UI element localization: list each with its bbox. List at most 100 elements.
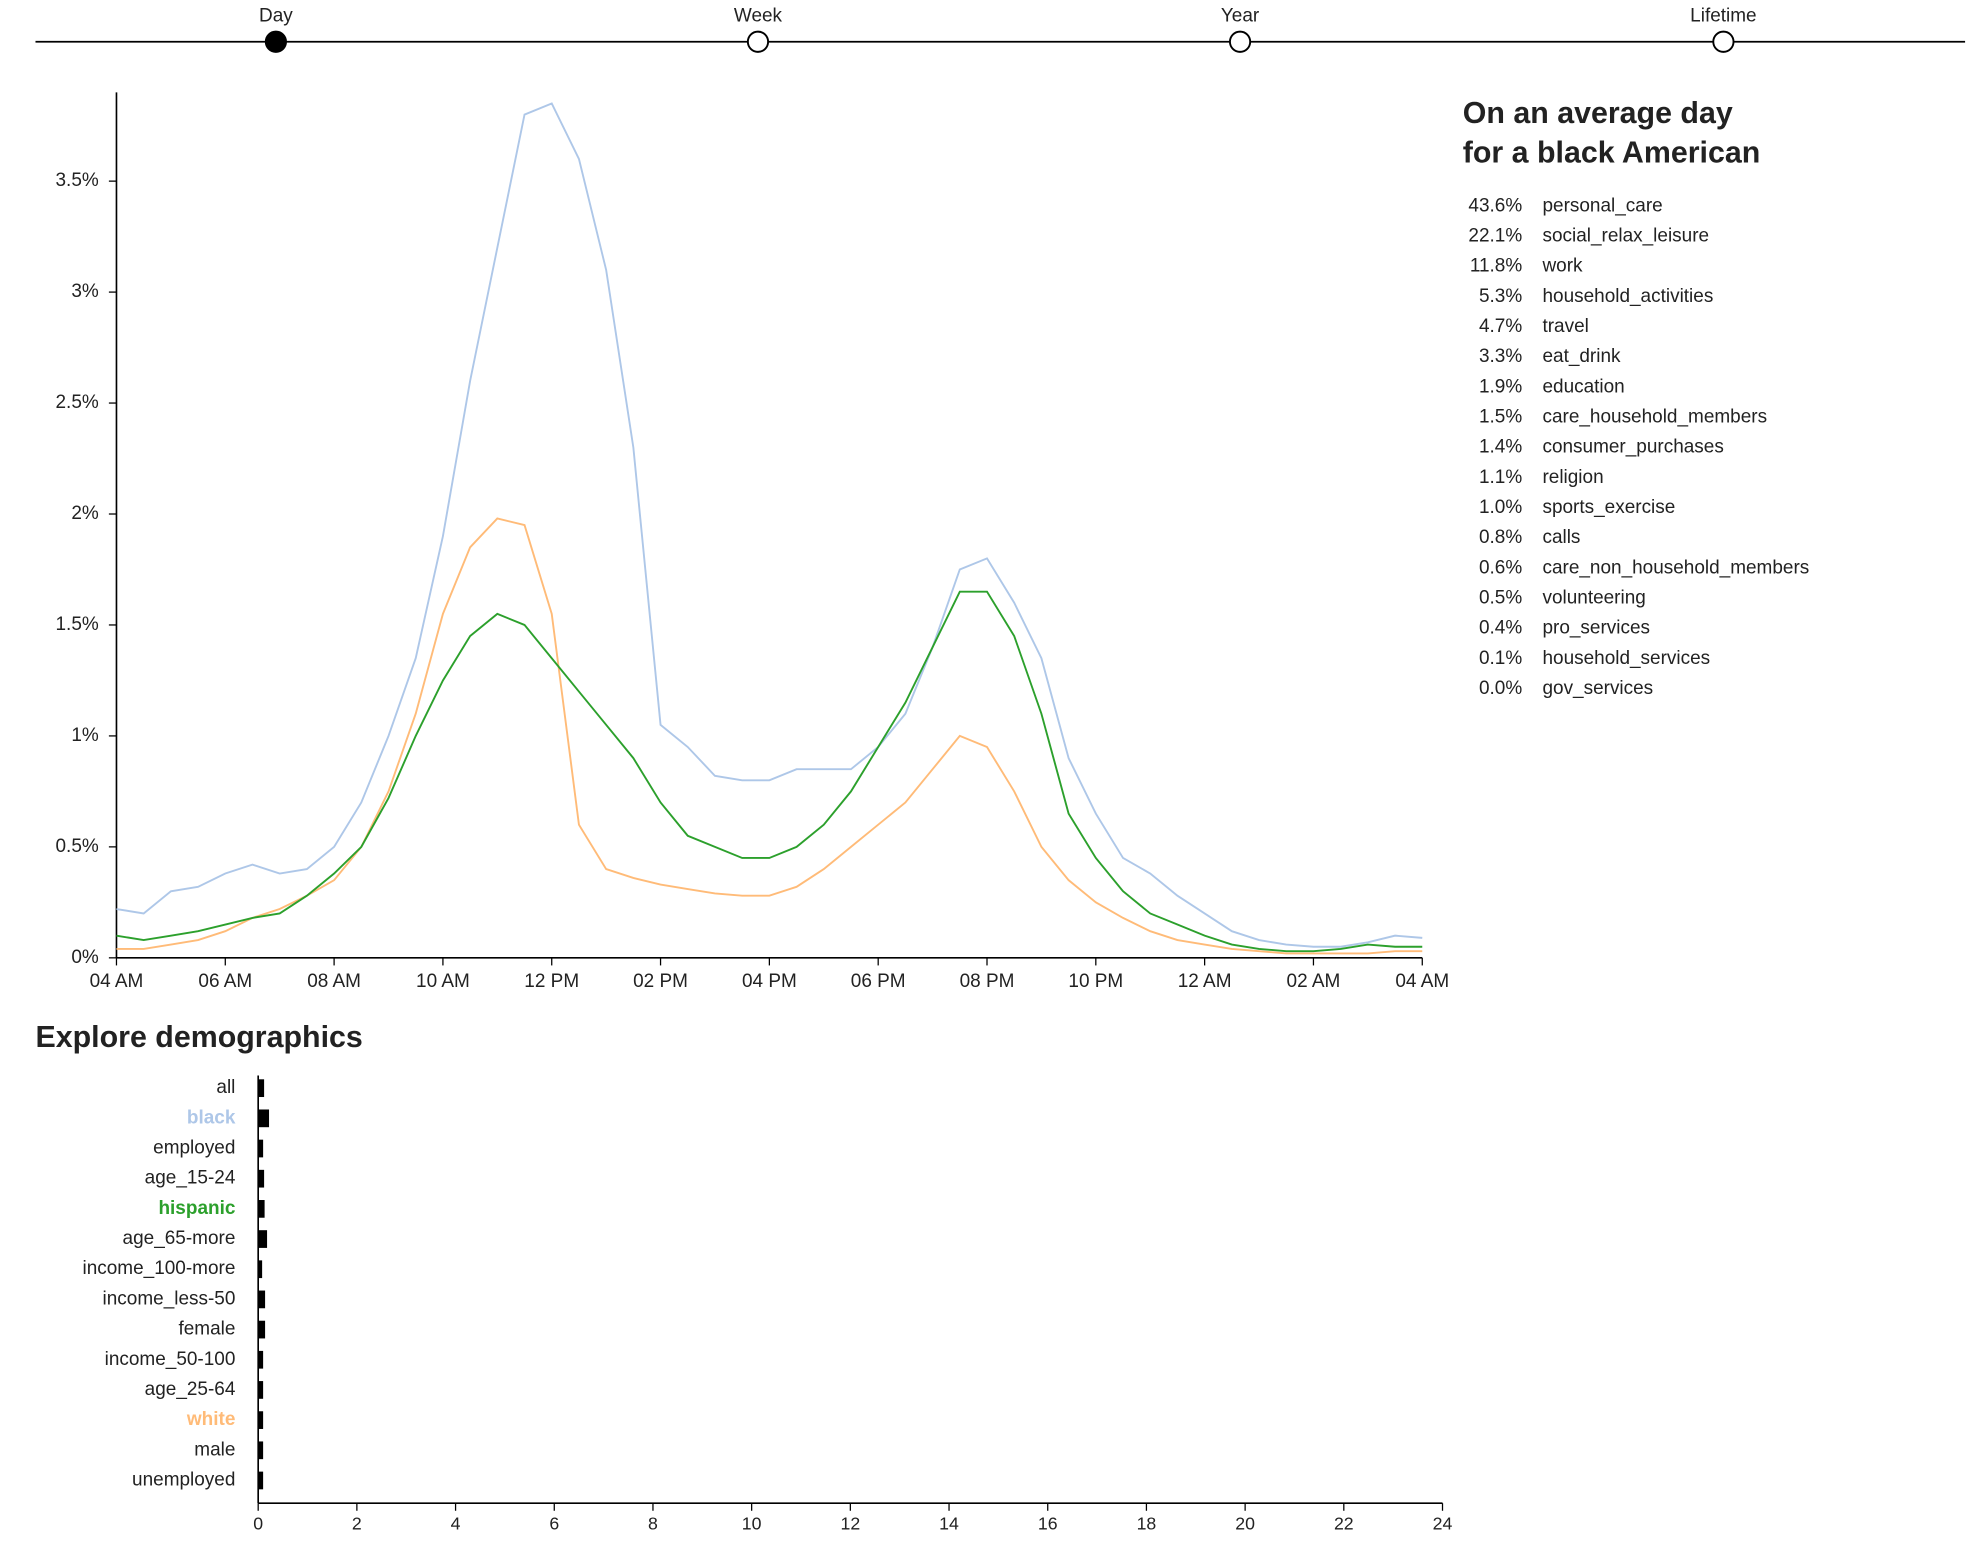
bar xyxy=(258,1320,266,1339)
slider-label[interactable]: Week xyxy=(734,5,783,26)
y-tick-label: 0.5% xyxy=(56,836,99,857)
summary-activity: household_services xyxy=(1542,648,1710,669)
y-tick-label: 0% xyxy=(71,947,99,968)
summary-percent: 11.8% xyxy=(1470,256,1523,277)
bar xyxy=(258,1381,264,1399)
summary-activity: work xyxy=(1541,256,1583,277)
summary-activity: personal_care xyxy=(1542,195,1662,216)
x-tick-label: 02 PM xyxy=(633,971,688,992)
summary-activity: care_non_household_members xyxy=(1542,557,1809,578)
summary-percent: 1.1% xyxy=(1479,467,1522,488)
bar xyxy=(258,1441,264,1460)
bar xyxy=(258,1109,270,1128)
category-label[interactable]: employed xyxy=(153,1138,235,1159)
x-tick-label: 8 xyxy=(648,1513,658,1533)
x-tick-label: 0 xyxy=(253,1513,263,1533)
bar xyxy=(258,1079,265,1098)
x-tick-label: 12 AM xyxy=(1178,971,1232,992)
slider-label[interactable]: Lifetime xyxy=(1690,5,1756,26)
summary-percent: 1.0% xyxy=(1479,497,1522,518)
summary-activity: pro_services xyxy=(1542,618,1650,639)
summary-percent: 1.4% xyxy=(1479,437,1522,458)
summary-percent: 5.3% xyxy=(1479,286,1522,307)
slider-label[interactable]: Day xyxy=(259,5,293,26)
x-tick-label: 14 xyxy=(939,1513,959,1533)
category-label[interactable]: black xyxy=(187,1107,236,1128)
category-label[interactable]: unemployed xyxy=(132,1469,235,1490)
category-label[interactable]: income_less-50 xyxy=(103,1288,236,1309)
summary-activity: travel xyxy=(1542,316,1588,337)
summary-percent: 3.3% xyxy=(1479,346,1522,367)
x-tick-label: 24 xyxy=(1433,1513,1453,1533)
x-tick-label: 4 xyxy=(451,1513,461,1533)
category-label[interactable]: income_100-more xyxy=(83,1258,236,1279)
summary-percent: 0.0% xyxy=(1479,678,1522,699)
x-tick-label: 06 AM xyxy=(198,971,252,992)
summary-activity: gov_services xyxy=(1542,678,1653,699)
summary-activity: religion xyxy=(1542,467,1603,488)
summary-activity: volunteering xyxy=(1542,588,1645,609)
series-line xyxy=(116,517,1423,955)
slider-label[interactable]: Year xyxy=(1221,5,1259,26)
summary-percent: 0.4% xyxy=(1479,618,1522,639)
summary-title: for a black American xyxy=(1463,136,1761,169)
slider-stop[interactable] xyxy=(264,30,287,53)
chart-title: Explore demographics xyxy=(35,1021,362,1054)
category-label[interactable]: male xyxy=(194,1439,235,1460)
x-tick-label: 12 xyxy=(840,1513,860,1533)
x-tick-label: 10 xyxy=(742,1513,762,1533)
y-tick-label: 3.5% xyxy=(56,170,99,191)
x-tick-label: 08 PM xyxy=(960,971,1015,992)
bar xyxy=(258,1350,264,1369)
category-label[interactable]: hispanic xyxy=(158,1198,235,1219)
summary-percent: 0.1% xyxy=(1479,648,1522,669)
x-tick-label: 6 xyxy=(549,1513,559,1533)
category-label[interactable]: age_65-more xyxy=(123,1228,236,1249)
summary-percent: 1.9% xyxy=(1479,376,1522,397)
category-label[interactable]: income_50-100 xyxy=(105,1349,236,1370)
bar xyxy=(258,1290,266,1309)
category-label[interactable]: white xyxy=(186,1409,235,1430)
category-label[interactable]: female xyxy=(178,1319,235,1340)
x-tick-label: 04 AM xyxy=(90,971,144,992)
x-tick-label: 06 PM xyxy=(851,971,906,992)
summary-percent: 1.5% xyxy=(1479,407,1522,428)
summary-activity: sports_exercise xyxy=(1542,497,1675,518)
category-label[interactable]: age_25-64 xyxy=(145,1379,236,1400)
summary-percent: 22.1% xyxy=(1468,225,1522,246)
summary-activity: eat_drink xyxy=(1542,346,1621,367)
summary-activity: calls xyxy=(1542,527,1580,548)
slider-stop[interactable] xyxy=(1228,30,1252,53)
bar xyxy=(258,1471,264,1490)
y-tick-label: 3% xyxy=(71,281,99,302)
summary-percent: 0.5% xyxy=(1479,588,1522,609)
x-tick-label: 04 AM xyxy=(1395,971,1449,992)
x-tick-label: 2 xyxy=(352,1513,362,1533)
y-tick-label: 1.5% xyxy=(56,614,99,635)
bar xyxy=(258,1169,265,1188)
bar xyxy=(258,1200,265,1218)
series-line xyxy=(116,590,1423,953)
x-tick-label: 18 xyxy=(1137,1513,1157,1533)
summary-activity: care_household_members xyxy=(1542,407,1767,428)
y-tick-label: 1% xyxy=(71,725,99,746)
x-tick-label: 22 xyxy=(1334,1513,1354,1533)
x-tick-label: 08 AM xyxy=(307,971,361,992)
x-tick-label: 16 xyxy=(1038,1513,1058,1533)
category-label[interactable]: age_15-24 xyxy=(145,1168,236,1189)
summary-title: On an average day xyxy=(1463,97,1733,130)
bar xyxy=(258,1230,268,1248)
x-tick-label: 02 AM xyxy=(1287,971,1341,992)
y-tick-label: 2.5% xyxy=(56,392,99,413)
slider-stop[interactable] xyxy=(1712,30,1735,53)
category-label[interactable]: all xyxy=(216,1077,235,1098)
bar xyxy=(258,1411,264,1429)
y-tick-label: 2% xyxy=(71,503,99,524)
x-tick-label: 12 PM xyxy=(524,971,579,992)
bar xyxy=(258,1260,263,1279)
summary-activity: social_relax_leisure xyxy=(1542,225,1709,246)
x-tick-label: 10 AM xyxy=(416,971,470,992)
summary-percent: 0.6% xyxy=(1479,557,1522,578)
slider-stop[interactable] xyxy=(746,30,770,53)
